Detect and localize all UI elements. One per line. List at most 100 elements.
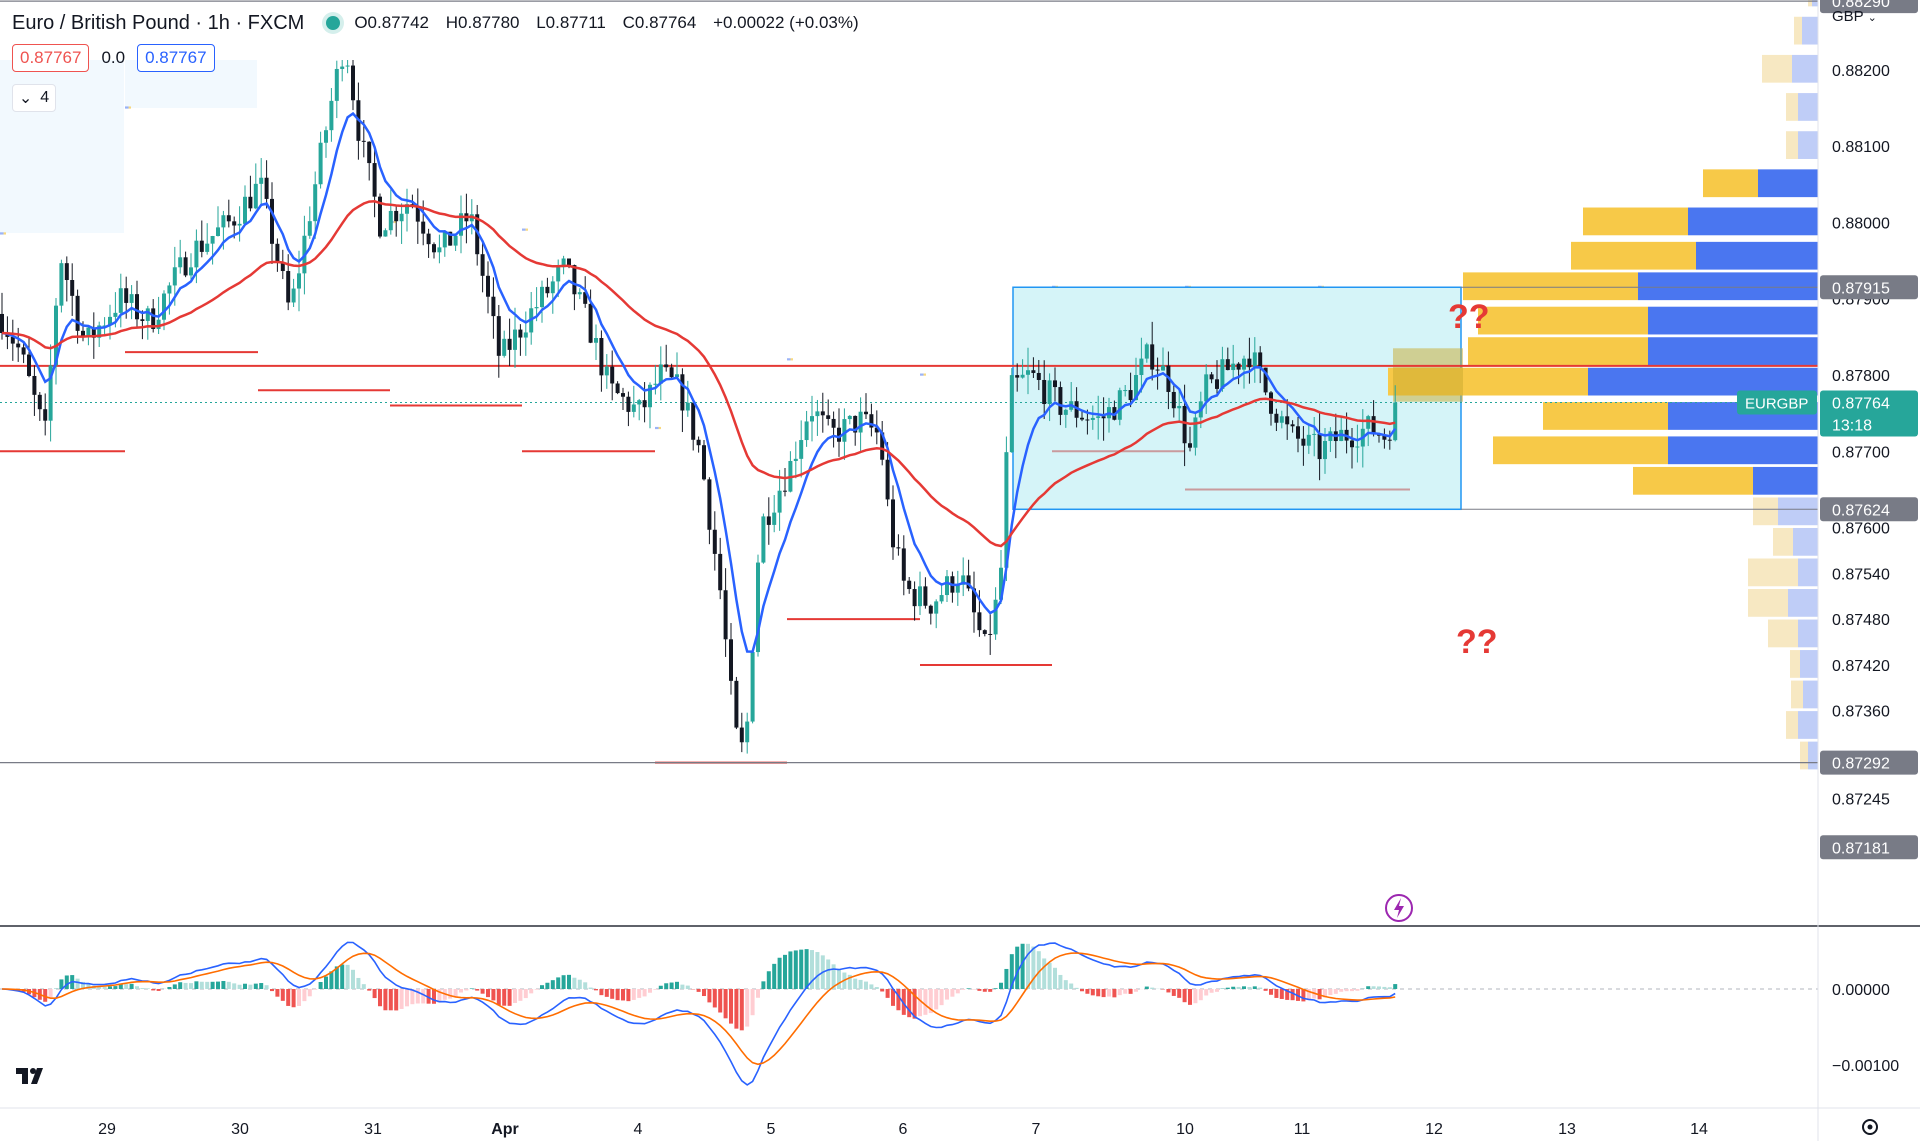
vp-up-bar	[1800, 741, 1808, 770]
candle-body	[982, 630, 987, 634]
macd-histogram-bar	[86, 983, 91, 989]
candle-body	[518, 329, 523, 338]
macd-histogram-bar	[1053, 967, 1057, 989]
time-tick-label: 12	[1425, 1121, 1443, 1138]
macd-histogram-bar	[1382, 986, 1387, 989]
macd-histogram-bar	[583, 982, 588, 989]
logo-shape	[16, 1068, 43, 1084]
macd-histogram-bar	[853, 978, 858, 989]
candle-body	[1290, 424, 1295, 427]
candle-body	[577, 292, 582, 295]
vp-up-bar	[1786, 93, 1798, 121]
candle-body	[318, 142, 323, 185]
macd-histogram-bar	[621, 989, 625, 1001]
signal-line	[1, 952, 1396, 1066]
macd-histogram-bar	[1242, 986, 1246, 989]
candle-body	[1063, 409, 1068, 415]
candle-body	[415, 206, 420, 222]
candle-body	[1074, 401, 1079, 418]
macd-histogram-bar	[345, 964, 350, 989]
price-tick-label: 0.87480	[1832, 612, 1890, 629]
macd-histogram-bar	[118, 983, 123, 989]
macd-histogram-bar	[1355, 989, 1360, 991]
candle-body	[540, 286, 544, 308]
macd-histogram-bar	[194, 981, 199, 989]
candle-body	[275, 243, 280, 263]
vp-up-bar	[1791, 680, 1803, 709]
macd-histogram-bar	[766, 971, 771, 989]
macd-histogram-bar	[1328, 989, 1333, 996]
macd-histogram-bar	[923, 989, 928, 1015]
vp-down-bar	[1792, 54, 1818, 83]
candle-body	[918, 586, 922, 607]
vp-down-bar	[1758, 169, 1818, 198]
spread-value: 0.0	[101, 48, 126, 67]
macd-histogram-bar	[756, 989, 760, 998]
macd-histogram-bar	[642, 989, 647, 997]
gear-ring	[1862, 1119, 1878, 1135]
candle-body	[453, 235, 458, 246]
macd-histogram-bar	[405, 989, 409, 1007]
candle-body	[75, 295, 80, 331]
macd-histogram-bar	[318, 982, 323, 989]
candle-body	[696, 439, 701, 446]
macd-histogram-bar	[421, 989, 426, 1004]
macd-histogram-bar	[199, 981, 204, 989]
vp-up-bar	[1790, 650, 1800, 678]
macd-histogram-bar	[151, 989, 156, 991]
macd-histogram-bar	[124, 984, 129, 989]
macd-histogram-bar	[275, 989, 280, 997]
macd-histogram-bar	[815, 952, 820, 989]
candle-body	[480, 254, 485, 276]
macd-histogram-bar	[945, 989, 949, 1000]
candle-body	[907, 580, 912, 590]
macd-histogram-bar	[847, 974, 852, 989]
candle-body	[842, 419, 847, 442]
buy-button[interactable]: 0.87767	[137, 44, 215, 72]
macd-histogram-bar	[496, 989, 501, 1006]
lightning-icon[interactable]	[1385, 894, 1413, 922]
candle-body	[243, 196, 247, 224]
macd-histogram-bar	[486, 989, 490, 998]
macd-histogram-bar	[216, 981, 220, 989]
candle-body	[0, 313, 4, 334]
time-tick-label: 31	[364, 1121, 382, 1138]
macd-histogram-bar	[891, 989, 895, 1006]
session-vp-bar	[522, 228, 526, 231]
candle-body	[167, 285, 172, 294]
macd-histogram-bar	[210, 981, 215, 989]
macd-histogram-bar	[1009, 954, 1014, 989]
gear-icon[interactable]	[1862, 1119, 1878, 1135]
macd-histogram-bar	[1063, 980, 1068, 989]
poc-highlight	[1393, 348, 1463, 402]
candle-body	[253, 183, 258, 209]
macd-histogram-bar	[1209, 989, 1214, 993]
candle-body	[901, 548, 906, 581]
vp-up-bar	[1571, 241, 1696, 270]
macd-histogram-bar	[1171, 989, 1176, 996]
macd-histogram-bar	[626, 989, 631, 1002]
candle-body	[804, 421, 809, 441]
candle-body	[831, 418, 836, 428]
range-box	[1012, 286, 1462, 511]
macd-histogram-bar	[1258, 987, 1263, 989]
candle-body	[172, 267, 177, 286]
candle-body	[1101, 416, 1106, 419]
candle-body	[70, 280, 75, 296]
indicators-toggle-button[interactable]: ⌄ 4	[12, 84, 56, 112]
candle-body	[388, 210, 393, 231]
symbol-title[interactable]: Euro / British Pound · 1h · FXCM	[12, 11, 305, 34]
candle-body	[21, 347, 26, 355]
candle-body	[367, 141, 372, 164]
time-tick-label: 7	[1032, 1121, 1041, 1138]
currency-selector[interactable]: GBP ⌄	[1832, 8, 1877, 25]
candle-body	[1252, 352, 1257, 368]
ohlc-readout: O0.87742 H0.87780 L0.87711 C0.87764 +0.0…	[354, 13, 870, 33]
macd-histogram-bar	[1344, 989, 1349, 992]
candle-body	[1193, 417, 1198, 448]
sell-button[interactable]: 0.87767	[12, 44, 90, 72]
candle-body	[534, 307, 539, 309]
candle-body	[1387, 439, 1392, 441]
macd-histogram-bar	[280, 989, 285, 1001]
